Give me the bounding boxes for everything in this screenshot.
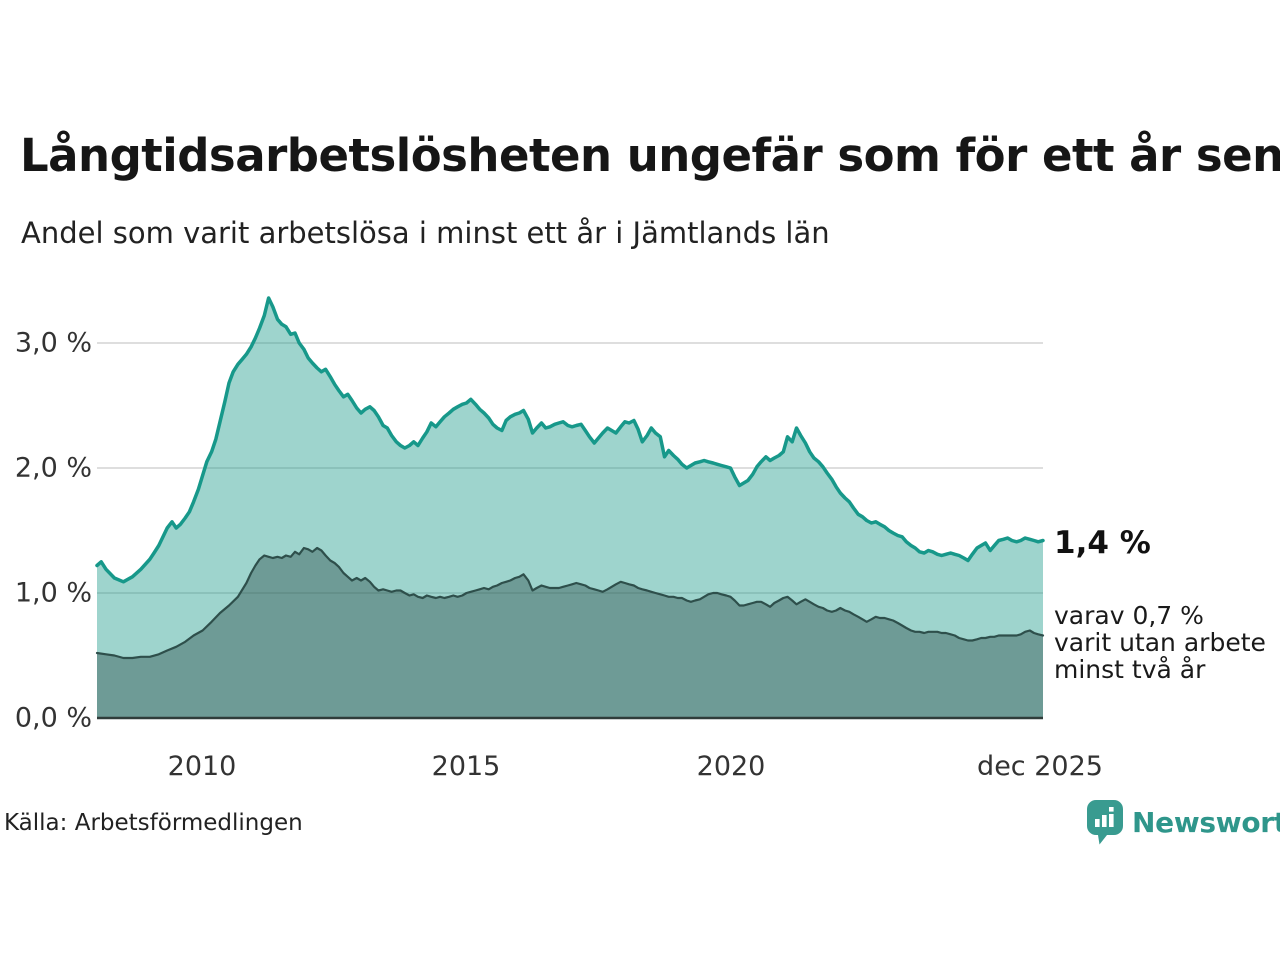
annotation-line-3: minst två år bbox=[1054, 655, 1206, 684]
x-axis-tick-dec-2025: dec 2025 bbox=[977, 751, 1103, 782]
page-subtitle: Andel som varit arbetslösa i minst ett å… bbox=[21, 216, 830, 250]
x-axis-tick-2015: 2015 bbox=[431, 751, 501, 782]
x-axis-tick-2010: 2010 bbox=[167, 751, 237, 782]
source-credit: Källa: Arbetsförmedlingen bbox=[4, 810, 303, 836]
annotation-line-1: varav 0,7 % bbox=[1054, 601, 1204, 630]
annotation-line-2: varit utan arbete bbox=[1054, 628, 1266, 657]
y-axis-tick-2: 2,0 % bbox=[14, 452, 92, 484]
series-secondary-annotation: varav 0,7 % varit utan arbete minst två … bbox=[1054, 602, 1266, 683]
newsworthy-icon bbox=[1087, 800, 1123, 845]
y-axis-tick-0: 0,0 % bbox=[14, 702, 92, 734]
y-axis-tick-3: 3,0 % bbox=[14, 327, 92, 359]
series-end-value-label: 1,4 % bbox=[1054, 525, 1151, 561]
page-title: Långtidsarbetslösheten ungefär som för e… bbox=[20, 129, 1280, 182]
brand-name: Newsworthy bbox=[1132, 806, 1280, 839]
y-axis-tick-1: 1,0 % bbox=[14, 577, 92, 609]
x-axis-tick-2020: 2020 bbox=[696, 751, 766, 782]
brand-logo: Newsworthy bbox=[1086, 799, 1280, 846]
